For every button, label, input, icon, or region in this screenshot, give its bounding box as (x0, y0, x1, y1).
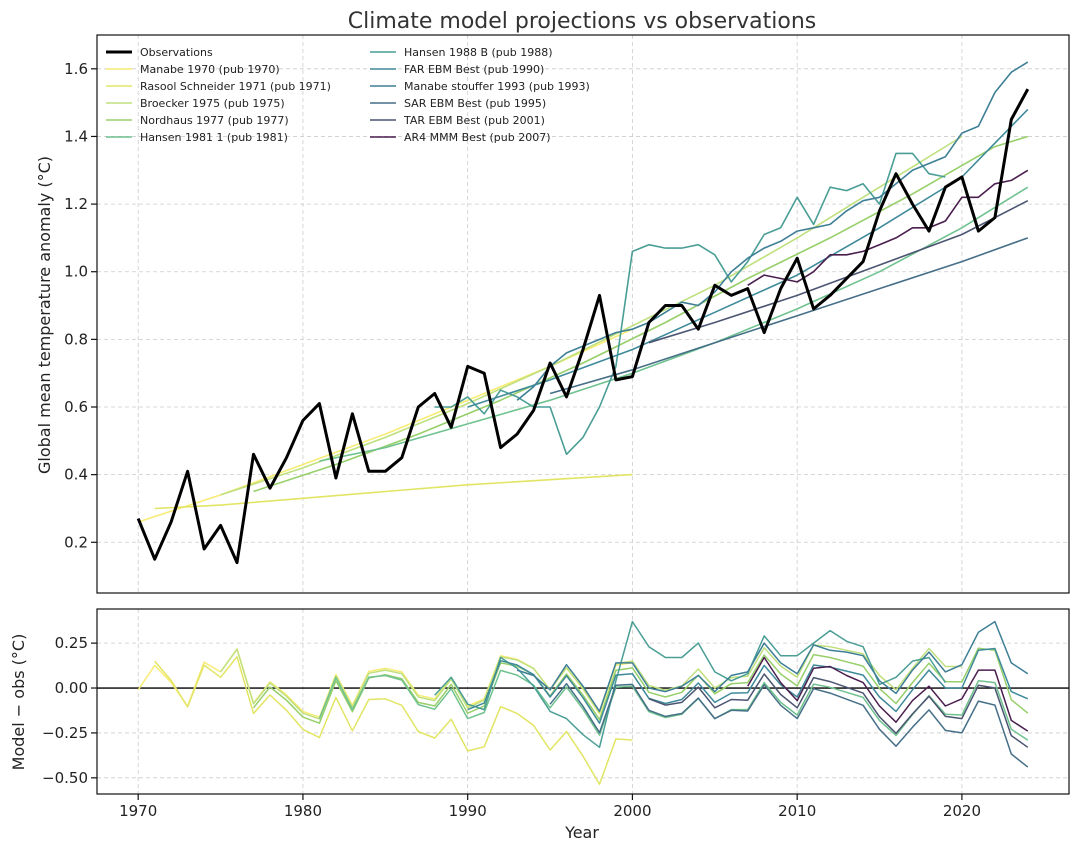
y-tick-label: 1.0 (64, 263, 88, 281)
y-tick-label: 0.25 (55, 634, 88, 652)
legend-entry: Rasool Schneider 1971 (pub 1971) (140, 80, 331, 93)
legend-entry: AR4 MMM Best (pub 2007) (404, 131, 551, 144)
bottom-plot-frame (96, 608, 1070, 795)
difference-line (549, 682, 1029, 768)
bottom-y-axis-label: Model − obs (°C) (9, 634, 28, 771)
legend-entry: Manabe stouffer 1993 (pub 1993) (404, 80, 590, 93)
x-tick-label: 2020 (943, 802, 981, 820)
bottom-series-lines (137, 620, 1029, 786)
top-y-axis-ticks: 0.2 0.4 0.6 0.8 1.0 1.2 1.4 1.6 (64, 60, 97, 551)
legend-entry: Hansen 1988 B (pub 1988) (404, 46, 553, 59)
series-line (253, 135, 1029, 493)
series-line (220, 135, 963, 496)
y-tick-label: 0.4 (64, 466, 88, 484)
series-line (136, 88, 1030, 565)
difference-line (154, 656, 633, 786)
y-tick-label: 0.8 (64, 330, 88, 348)
difference-line (648, 673, 1029, 748)
series-line (549, 237, 1029, 395)
top-panel: 0.2 0.4 0.6 0.8 1.0 1.2 1.4 1.6 Global mean tem… (35, 34, 1070, 594)
y-tick-label: 1.4 (64, 127, 88, 145)
bottom-y-axis-ticks: 0.25 0.00 −0.25 −0.50 (42, 634, 97, 787)
x-tick-label: 2010 (778, 802, 816, 820)
series-line (137, 328, 633, 523)
top-y-axis-label: Global mean temperature anomaly (°C) (35, 156, 54, 474)
legend-entry: Broecker 1975 (pub 1975) (140, 97, 285, 110)
x-tick-label: 1980 (284, 802, 322, 820)
bottom-panel: 0.25 0.00 −0.25 −0.50 1970 1980 1990 2000 2010 2… (9, 608, 1070, 842)
chart-title: Climate model projections vs observation… (348, 9, 817, 34)
x-axis-ticks: 1970 1980 1990 2000 2010 2020 (119, 794, 981, 820)
series-line (747, 169, 1029, 286)
x-tick-label: 1990 (449, 802, 487, 820)
difference-line (137, 648, 633, 718)
legend-entry: Manabe 1970 (pub 1970) (140, 63, 280, 76)
y-tick-label: 1.6 (64, 60, 88, 78)
difference-line (219, 644, 962, 720)
legend: Observations Manabe 1970 (pub 1970) Rasool… (106, 46, 590, 144)
legend-entry: Nordhaus 1977 (pub 1977) (140, 114, 289, 127)
y-tick-label: 0.2 (64, 533, 88, 551)
x-tick-label: 1970 (119, 802, 157, 820)
top-plot-frame (96, 34, 1070, 594)
legend-entry: Observations (140, 46, 213, 59)
legend-entry: SAR EBM Best (pub 1995) (404, 97, 546, 110)
legend-entry: Hansen 1981 1 (pub 1981) (140, 131, 288, 144)
series-line (648, 199, 1029, 344)
legend-entry: FAR EBM Best (pub 1990) (404, 63, 544, 76)
series-line (516, 61, 1029, 401)
y-tick-label: 0.00 (55, 679, 88, 697)
y-tick-label: −0.25 (42, 724, 88, 742)
y-tick-label: 1.2 (64, 195, 88, 213)
top-series-lines (136, 61, 1030, 565)
difference-line (467, 647, 1029, 724)
legend-entry: TAR EBM Best (pub 2001) (403, 114, 545, 127)
y-tick-label: −0.50 (42, 769, 88, 787)
series-line (154, 473, 633, 510)
difference-line (516, 620, 1029, 713)
difference-line (747, 656, 1029, 732)
x-tick-label: 2000 (613, 802, 651, 820)
y-tick-label: 0.6 (64, 398, 88, 416)
x-axis-label: Year (564, 823, 599, 842)
top-grid (97, 35, 1069, 593)
